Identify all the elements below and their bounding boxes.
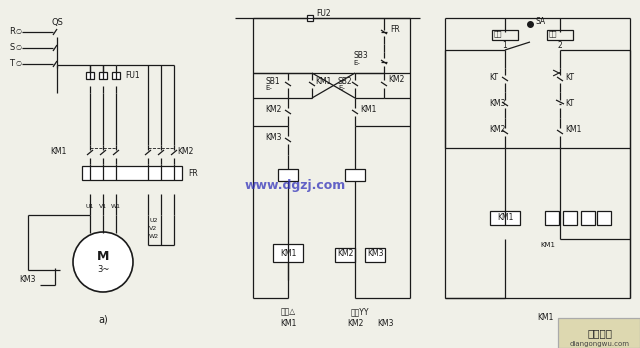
Bar bbox=[597, 211, 611, 225]
Bar bbox=[545, 211, 559, 225]
Text: FR: FR bbox=[188, 169, 198, 179]
Text: E-: E- bbox=[265, 85, 272, 91]
Bar bbox=[490, 211, 520, 225]
Text: W2: W2 bbox=[149, 234, 159, 238]
Text: www.dgzj.com: www.dgzj.com bbox=[244, 179, 346, 191]
Text: 低速△: 低速△ bbox=[280, 308, 296, 316]
Bar bbox=[563, 211, 577, 225]
Text: KM3: KM3 bbox=[377, 318, 393, 327]
Bar bbox=[112, 72, 120, 79]
Text: KM2: KM2 bbox=[265, 105, 282, 114]
Text: KM3: KM3 bbox=[489, 98, 506, 108]
Text: KM1: KM1 bbox=[50, 148, 67, 157]
Text: 2: 2 bbox=[557, 41, 563, 50]
Bar bbox=[273, 244, 303, 262]
Text: KT: KT bbox=[489, 73, 498, 82]
Text: 电工之屋: 电工之屋 bbox=[588, 328, 612, 338]
Text: a): a) bbox=[98, 315, 108, 325]
Text: KM2: KM2 bbox=[347, 318, 363, 327]
Text: KM1: KM1 bbox=[360, 105, 376, 114]
Text: KM2: KM2 bbox=[388, 76, 404, 85]
Text: FR: FR bbox=[390, 25, 400, 34]
Text: W1: W1 bbox=[111, 205, 121, 209]
Text: U2: U2 bbox=[149, 218, 157, 222]
Text: U1: U1 bbox=[86, 205, 94, 209]
Bar bbox=[99, 72, 107, 79]
Text: KM3: KM3 bbox=[367, 248, 383, 258]
Text: KM3: KM3 bbox=[265, 134, 282, 142]
Text: ∅: ∅ bbox=[16, 61, 22, 67]
Text: KM2: KM2 bbox=[337, 248, 353, 258]
Bar bbox=[365, 248, 385, 262]
Text: KM1: KM1 bbox=[497, 214, 513, 222]
Text: V1: V1 bbox=[99, 205, 107, 209]
Bar bbox=[581, 211, 595, 225]
Bar bbox=[558, 318, 640, 348]
Text: KM2: KM2 bbox=[177, 148, 193, 157]
Text: V2: V2 bbox=[149, 226, 157, 230]
Bar bbox=[82, 166, 182, 180]
Text: QS: QS bbox=[51, 17, 63, 26]
Text: KT: KT bbox=[565, 98, 574, 108]
Text: KM1: KM1 bbox=[280, 318, 296, 327]
Text: 1: 1 bbox=[502, 41, 508, 50]
Text: FU1: FU1 bbox=[125, 71, 140, 80]
Text: KM1: KM1 bbox=[541, 242, 556, 248]
Text: 高速YY: 高速YY bbox=[351, 308, 369, 316]
Bar bbox=[278, 169, 298, 181]
Text: 低速: 低速 bbox=[493, 31, 502, 37]
Text: S: S bbox=[9, 44, 14, 53]
Text: KM1: KM1 bbox=[537, 314, 553, 323]
Text: SB2: SB2 bbox=[338, 77, 353, 86]
Bar bbox=[307, 15, 313, 21]
Text: 3~: 3~ bbox=[97, 264, 109, 274]
Text: KM1: KM1 bbox=[280, 248, 296, 258]
Text: M: M bbox=[97, 250, 109, 262]
Text: KM1: KM1 bbox=[565, 126, 581, 134]
Text: SA: SA bbox=[536, 16, 546, 25]
Bar bbox=[345, 169, 365, 181]
Bar bbox=[492, 30, 518, 40]
Text: SB1: SB1 bbox=[265, 77, 280, 86]
Text: 高速: 高速 bbox=[548, 31, 557, 37]
Text: KT: KT bbox=[565, 73, 574, 82]
Bar bbox=[86, 72, 94, 79]
Text: KM3: KM3 bbox=[20, 276, 36, 285]
Bar bbox=[547, 30, 573, 40]
Text: diangongwu.com: diangongwu.com bbox=[570, 341, 630, 347]
Text: E-: E- bbox=[338, 85, 345, 91]
Text: SB3: SB3 bbox=[353, 52, 368, 61]
Bar bbox=[335, 248, 355, 262]
Text: KM2: KM2 bbox=[489, 126, 506, 134]
Text: KM1: KM1 bbox=[315, 77, 332, 86]
Text: ∅: ∅ bbox=[16, 29, 22, 35]
Text: FU2: FU2 bbox=[316, 9, 331, 18]
Text: T: T bbox=[9, 60, 14, 69]
Circle shape bbox=[73, 232, 133, 292]
Text: E-: E- bbox=[353, 60, 360, 66]
Text: R: R bbox=[9, 27, 15, 37]
Text: ∅: ∅ bbox=[16, 45, 22, 51]
